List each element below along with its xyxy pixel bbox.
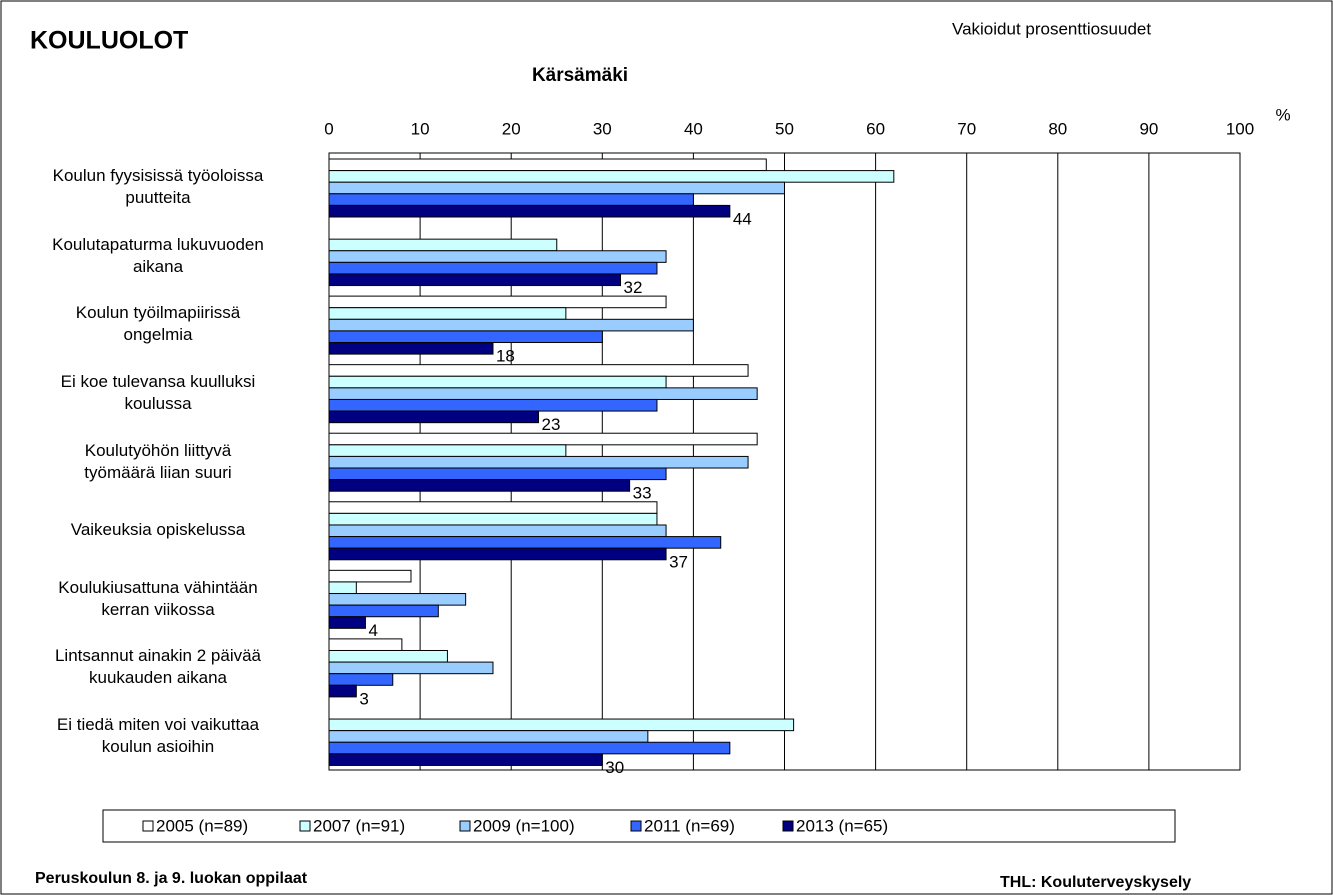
legend-swatch <box>630 820 642 832</box>
legend-label: 2007 (n=91) <box>313 816 405 835</box>
legend-label: 2005 (n=89) <box>156 816 248 835</box>
y-tick-label: Koulukiusattuna vähintään kerran viikoss… <box>58 577 258 619</box>
bar <box>328 455 749 469</box>
footer-left: Peruskoulun 8. ja 9. luokan oppilaat <box>35 870 308 887</box>
bar <box>328 204 731 218</box>
x-tick-label: 70 <box>957 119 976 138</box>
x-tick-label: 40 <box>684 119 703 138</box>
chart-subtitle: Kärsämäki <box>532 65 628 86</box>
bar <box>328 250 667 263</box>
x-tick-label: 60 <box>866 119 885 138</box>
data-label: 37 <box>669 552 688 571</box>
y-tick-label: Lintsannut ainakin 2 päivää kuukauden ai… <box>54 646 262 688</box>
legend-label: 2009 (n=100) <box>473 816 575 835</box>
bar <box>328 536 722 549</box>
bar <box>328 273 622 287</box>
y-tick-label: Koulun työilmapiirissä ongelmia <box>75 303 241 345</box>
footer-right: THL: Kouluterveyskysely <box>1000 874 1191 891</box>
note: Vakioidut prosenttiosuudet <box>952 19 1151 38</box>
bar <box>328 501 658 514</box>
data-label: 33 <box>633 484 652 503</box>
bar <box>328 432 758 446</box>
bar <box>328 616 366 629</box>
legend-label: 2011 (n=69) <box>644 816 735 835</box>
bar <box>328 158 767 172</box>
bar <box>328 661 494 675</box>
bar <box>328 307 567 320</box>
x-tick-label: 80 <box>1048 119 1067 138</box>
data-label: 44 <box>733 209 752 228</box>
bar <box>328 375 667 389</box>
legend-swatch <box>142 820 154 832</box>
bar <box>328 581 357 595</box>
bar <box>328 261 658 275</box>
bar <box>328 467 667 481</box>
bar <box>328 524 667 538</box>
data-label: 30 <box>605 758 624 777</box>
data-label: 18 <box>496 347 515 366</box>
x-tick-label: 50 <box>775 119 794 138</box>
y-tick-label: Koulun fyysisissä työoloissa puutteita <box>52 166 264 208</box>
bar <box>328 410 540 424</box>
bar <box>328 295 667 309</box>
bar <box>328 638 403 651</box>
bar <box>328 193 694 206</box>
data-label: 4 <box>368 621 377 640</box>
bar <box>328 444 567 457</box>
y-tick-label: Koulutyöhön liittyvä työmäärä liian suur… <box>84 440 232 482</box>
x-axis-label: % <box>1275 105 1290 124</box>
y-tick-label: Ei koe tulevansa kuulluksi koulussa <box>60 371 256 413</box>
bar <box>328 479 631 492</box>
bar <box>328 181 785 195</box>
bar <box>328 569 412 583</box>
x-tick-label: 20 <box>502 119 521 138</box>
x-tick-label: 0 <box>324 119 333 138</box>
y-tick-label: Koulutapaturma lukuvuoden aikana <box>52 234 264 276</box>
bar <box>328 547 667 561</box>
y-tick-label: Ei tiedä miten voi vaikuttaa koulun asio… <box>56 714 260 756</box>
x-tick-label: 100 <box>1226 119 1254 138</box>
bar <box>328 673 394 686</box>
bar <box>328 330 603 344</box>
bar <box>328 512 658 526</box>
x-tick-label: 30 <box>593 119 612 138</box>
bar <box>328 604 439 618</box>
bar <box>328 238 558 252</box>
bar <box>328 649 448 663</box>
chart-title: KOULUOLOT <box>30 27 188 55</box>
y-tick-label: Vaikeuksia opiskelussa <box>70 520 246 540</box>
bar <box>328 593 467 606</box>
bar <box>328 684 357 698</box>
data-label: 32 <box>624 278 643 297</box>
bar <box>328 342 494 355</box>
bar <box>328 718 795 732</box>
x-tick-label: 10 <box>411 119 430 138</box>
bar <box>328 318 694 332</box>
bar <box>328 398 658 412</box>
data-label: 3 <box>359 689 368 708</box>
legend-swatch <box>782 820 794 832</box>
bar <box>328 730 649 743</box>
x-tick-label: 90 <box>1139 119 1158 138</box>
data-label: 23 <box>542 415 561 434</box>
bar <box>328 170 895 183</box>
bar <box>328 753 603 766</box>
legend-label: 2013 (n=65) <box>796 816 888 835</box>
legend-swatch <box>459 820 471 832</box>
bar <box>328 364 749 377</box>
legend-swatch <box>299 820 311 832</box>
bar <box>328 387 758 400</box>
bar <box>328 741 731 755</box>
